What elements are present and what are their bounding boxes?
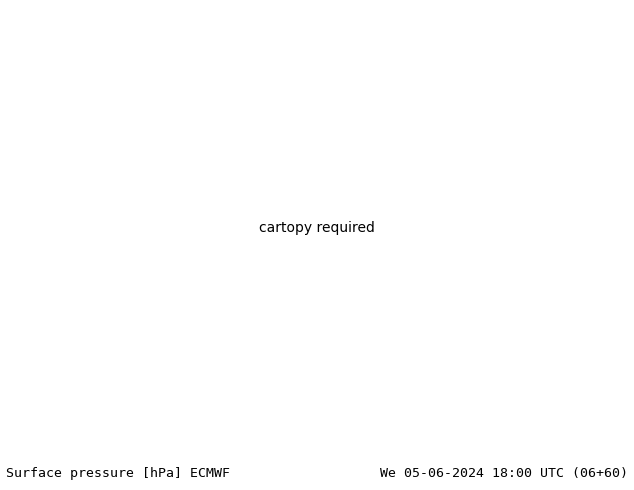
Text: We 05-06-2024 18:00 UTC (06+60): We 05-06-2024 18:00 UTC (06+60) — [380, 467, 628, 480]
Text: cartopy required: cartopy required — [259, 221, 375, 235]
Text: Surface pressure [hPa] ECMWF: Surface pressure [hPa] ECMWF — [6, 467, 230, 480]
